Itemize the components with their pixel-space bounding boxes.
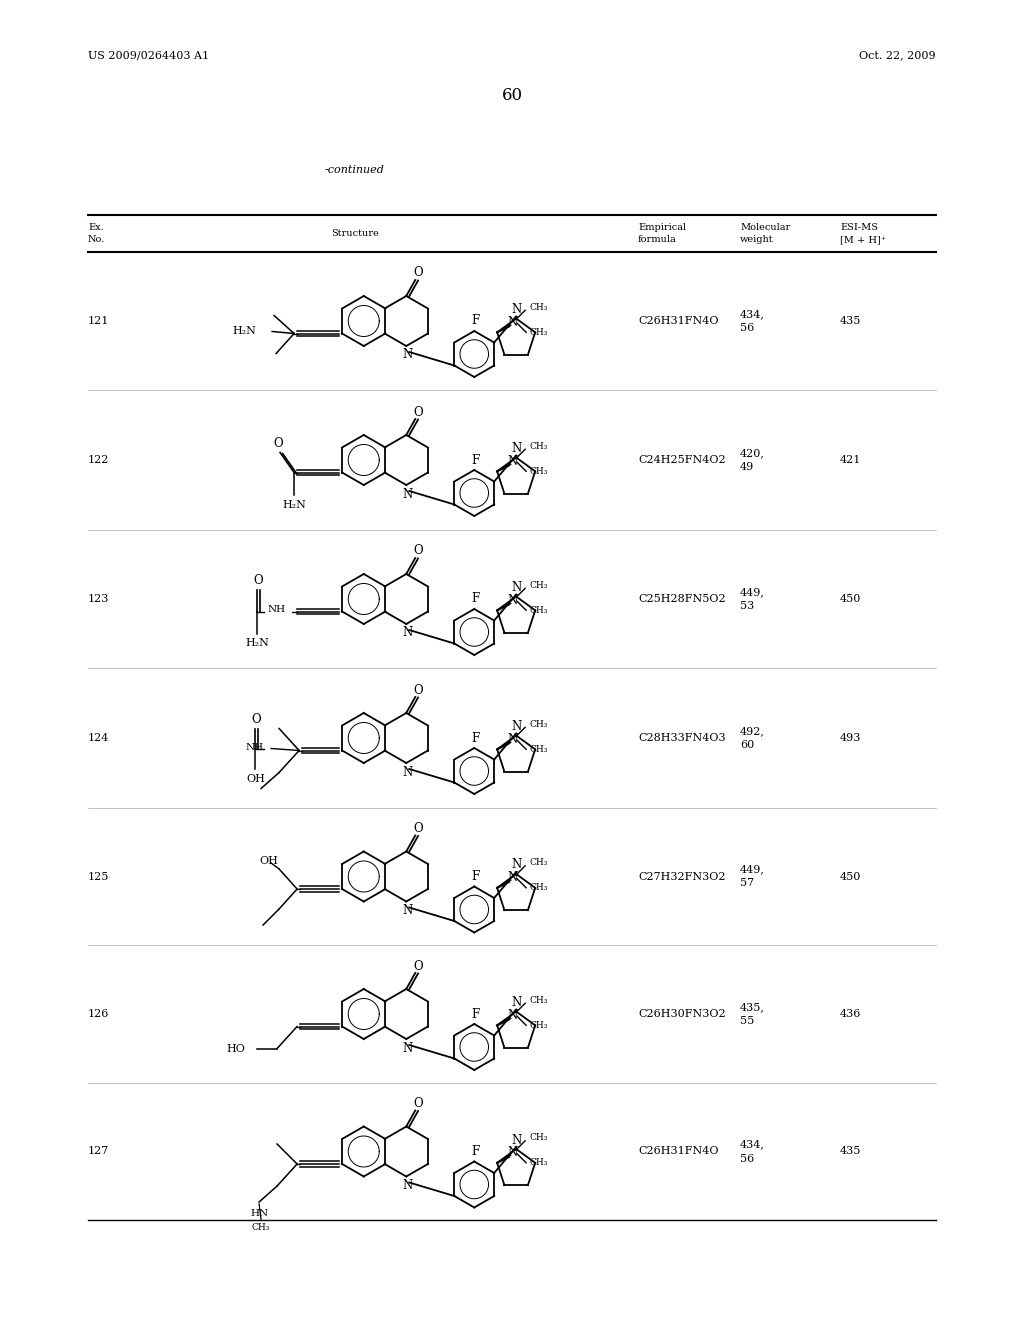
Text: F: F	[471, 593, 479, 606]
Text: N: N	[402, 1179, 413, 1192]
Text: N: N	[402, 627, 413, 639]
Text: N: N	[511, 997, 521, 1008]
Text: 126: 126	[88, 1008, 110, 1019]
Text: 449,
57: 449, 57	[740, 865, 765, 888]
Text: Empirical
formula: Empirical formula	[638, 223, 686, 244]
Text: CH₃: CH₃	[529, 442, 548, 451]
Text: -continued: -continued	[325, 165, 385, 176]
Text: O: O	[414, 544, 423, 557]
Text: NH: NH	[267, 605, 285, 614]
Text: 435: 435	[840, 315, 861, 326]
Text: C26H30FN3O2: C26H30FN3O2	[638, 1008, 726, 1019]
Text: F: F	[471, 314, 479, 327]
Text: CH₃: CH₃	[529, 606, 548, 615]
Text: 420,
49: 420, 49	[740, 447, 765, 473]
Text: 434,
56: 434, 56	[740, 309, 765, 333]
Text: 435,
55: 435, 55	[740, 1002, 765, 1026]
Text: N: N	[511, 442, 521, 455]
Text: F: F	[471, 731, 479, 744]
Text: C26H31FN4O: C26H31FN4O	[638, 315, 719, 326]
Text: N: N	[511, 858, 521, 871]
Text: O: O	[273, 437, 283, 450]
Text: O: O	[414, 1097, 423, 1110]
Text: 421: 421	[840, 455, 861, 465]
Text: CH₃: CH₃	[529, 302, 548, 312]
Text: N: N	[507, 315, 517, 329]
Text: C26H31FN4O: C26H31FN4O	[638, 1147, 719, 1156]
Text: 450: 450	[840, 594, 861, 605]
Text: CH₃: CH₃	[529, 467, 548, 475]
Text: N: N	[507, 1146, 517, 1159]
Text: 127: 127	[88, 1147, 110, 1156]
Text: N: N	[402, 1041, 413, 1055]
Text: C24H25FN4O2: C24H25FN4O2	[638, 455, 726, 465]
Text: H₂N: H₂N	[283, 499, 306, 510]
Text: OH: OH	[260, 855, 279, 866]
Text: Ex.
No.: Ex. No.	[88, 223, 105, 244]
Text: Structure: Structure	[331, 228, 379, 238]
Text: N: N	[511, 1134, 521, 1147]
Text: N: N	[507, 871, 517, 884]
Text: 125: 125	[88, 871, 110, 882]
Text: N: N	[511, 304, 521, 315]
Text: 121: 121	[88, 315, 110, 326]
Text: C28H33FN4O3: C28H33FN4O3	[638, 733, 726, 743]
Text: CH₃: CH₃	[529, 327, 548, 337]
Text: N: N	[402, 766, 413, 779]
Text: O: O	[414, 405, 423, 418]
Text: 449,
53: 449, 53	[740, 587, 765, 611]
Text: CH₃: CH₃	[529, 581, 548, 590]
Text: 450: 450	[840, 871, 861, 882]
Text: CH₃: CH₃	[252, 1224, 270, 1233]
Text: 122: 122	[88, 455, 110, 465]
Text: CH₃: CH₃	[529, 1020, 548, 1030]
Text: N: N	[511, 719, 521, 733]
Text: 434,
56: 434, 56	[740, 1139, 765, 1163]
Text: 436: 436	[840, 1008, 861, 1019]
Text: N: N	[507, 1008, 517, 1022]
Text: HN: HN	[250, 1209, 268, 1218]
Text: O: O	[414, 960, 423, 973]
Text: 124: 124	[88, 733, 110, 743]
Text: Oct. 22, 2009: Oct. 22, 2009	[859, 50, 936, 59]
Text: OH: OH	[247, 774, 265, 784]
Text: N: N	[507, 733, 517, 746]
Text: O: O	[253, 574, 263, 587]
Text: O: O	[414, 684, 423, 697]
Text: H₂N: H₂N	[232, 326, 256, 337]
Text: CH₃: CH₃	[529, 744, 548, 754]
Text: 492,
60: 492, 60	[740, 726, 765, 750]
Text: F: F	[471, 870, 479, 883]
Text: F: F	[471, 454, 479, 466]
Text: N: N	[511, 581, 521, 594]
Text: ESI-MS
[M + H]⁺: ESI-MS [M + H]⁺	[840, 223, 886, 244]
Text: US 2009/0264403 A1: US 2009/0264403 A1	[88, 50, 209, 59]
Text: CH₃: CH₃	[529, 719, 548, 729]
Text: O: O	[414, 822, 423, 836]
Text: C25H28FN5O2: C25H28FN5O2	[638, 594, 726, 605]
Text: 60: 60	[502, 87, 522, 103]
Text: CH₃: CH₃	[529, 883, 548, 892]
Text: Molecular
weight: Molecular weight	[740, 223, 791, 244]
Text: 493: 493	[840, 733, 861, 743]
Text: O: O	[414, 267, 423, 280]
Text: N: N	[507, 594, 517, 607]
Text: NH: NH	[246, 743, 264, 752]
Text: 435: 435	[840, 1147, 861, 1156]
Text: HO: HO	[226, 1044, 245, 1053]
Text: CH₃: CH₃	[529, 858, 548, 867]
Text: CH₃: CH₃	[529, 1134, 548, 1142]
Text: O: O	[251, 713, 261, 726]
Text: H₂N: H₂N	[245, 639, 269, 648]
Text: CH₃: CH₃	[529, 995, 548, 1005]
Text: N: N	[402, 487, 413, 500]
Text: N: N	[402, 904, 413, 917]
Text: CH₃: CH₃	[529, 1159, 548, 1167]
Text: 123: 123	[88, 594, 110, 605]
Text: N: N	[507, 455, 517, 467]
Text: F: F	[471, 1007, 479, 1020]
Text: C27H32FN3O2: C27H32FN3O2	[638, 871, 725, 882]
Text: N: N	[402, 348, 413, 362]
Text: F: F	[471, 1144, 479, 1158]
